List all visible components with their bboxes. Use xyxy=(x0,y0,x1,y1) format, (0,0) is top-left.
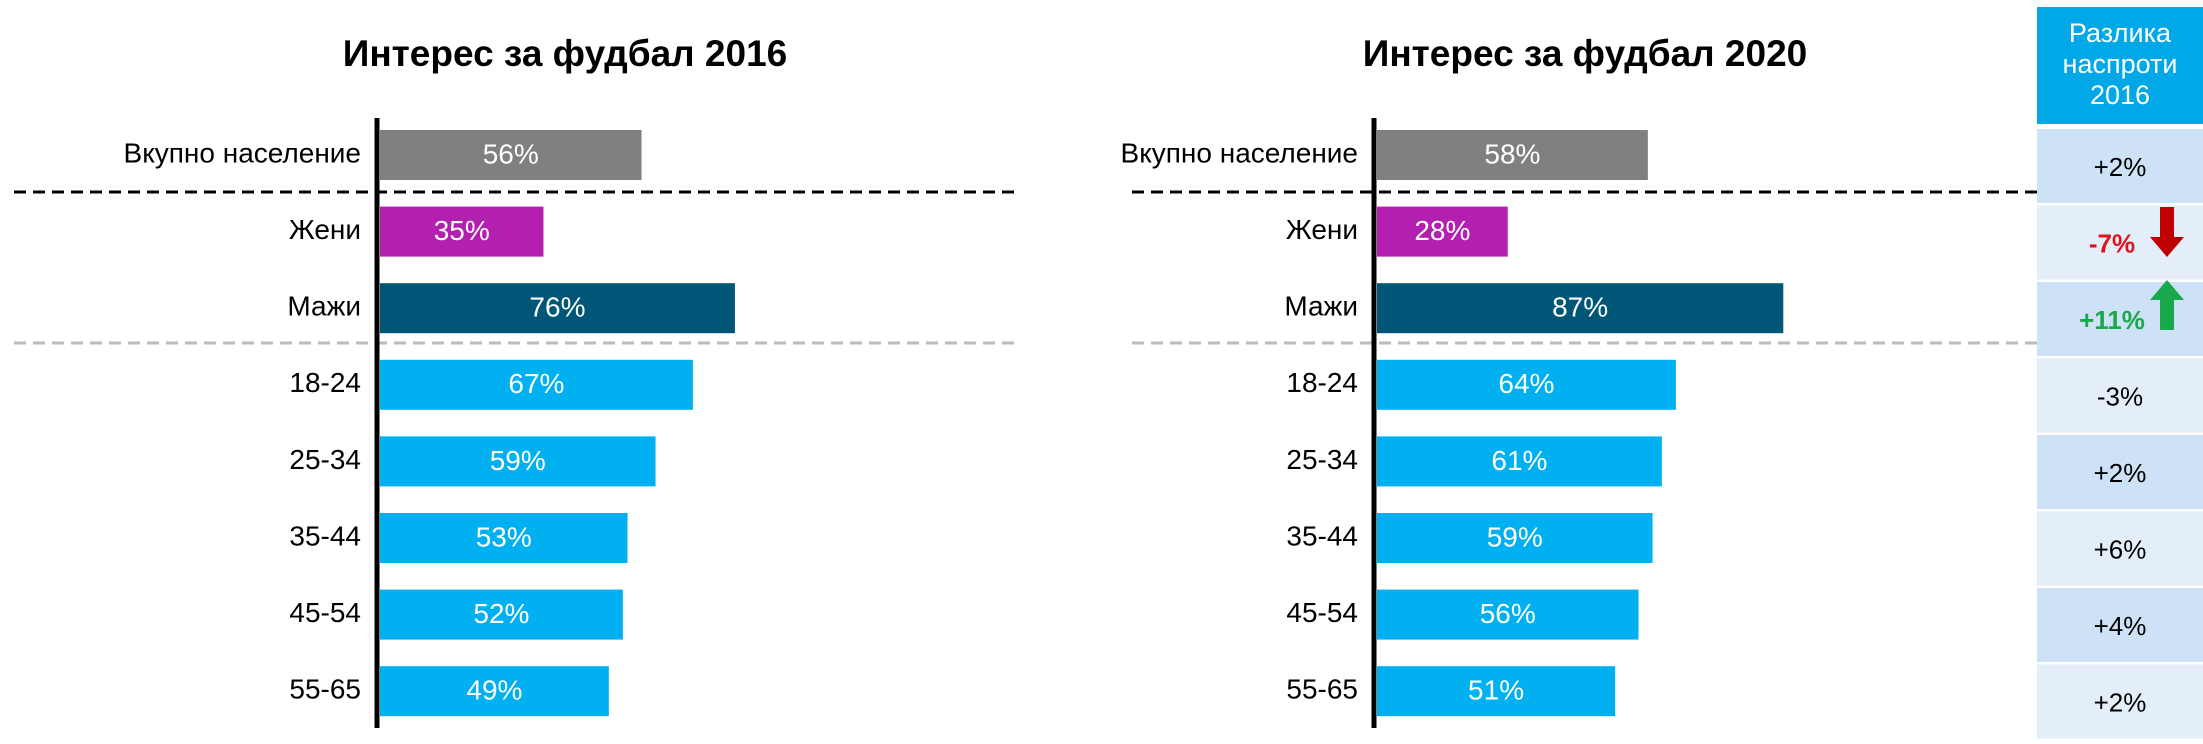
value-label: 61% xyxy=(1491,445,1547,476)
value-label: 58% xyxy=(1484,138,1540,169)
category-label: 25-34 xyxy=(1286,444,1358,475)
table-cell: +11% xyxy=(2079,305,2145,335)
category-label: 45-54 xyxy=(1286,597,1358,628)
category-label: Жени xyxy=(289,214,361,245)
table-row-bg xyxy=(2037,664,2203,739)
table-header: 2016 xyxy=(2090,80,2150,110)
table-row-bg xyxy=(2037,358,2203,433)
category-label: Мажи xyxy=(1284,291,1358,322)
category-label: 35-44 xyxy=(1286,520,1358,551)
category-label: Мажи xyxy=(287,291,361,322)
category-label: Жени xyxy=(1286,214,1358,245)
category-label: 18-24 xyxy=(289,367,361,398)
category-label: 35-44 xyxy=(289,520,361,551)
bar xyxy=(380,206,544,257)
bar xyxy=(380,589,623,640)
category-label: 25-34 xyxy=(289,444,361,475)
value-label: 52% xyxy=(473,598,529,629)
bar xyxy=(380,513,628,563)
bar xyxy=(380,666,609,717)
table-row-bg xyxy=(2037,511,2203,586)
value-label: 28% xyxy=(1414,215,1470,246)
bar xyxy=(1377,666,1616,717)
value-label: 64% xyxy=(1498,368,1554,399)
category-label: 55-65 xyxy=(1286,674,1358,705)
value-label: 56% xyxy=(1480,598,1536,629)
table-cell: -7% xyxy=(2089,228,2135,258)
bar xyxy=(380,359,693,410)
table-cell: +6% xyxy=(2094,534,2147,564)
value-label: 87% xyxy=(1552,292,1608,323)
table-cell: +2% xyxy=(2094,152,2147,182)
bar xyxy=(380,283,735,334)
table-cell: +2% xyxy=(2094,687,2147,717)
category-label: Вкупно население xyxy=(124,137,361,168)
value-label: 59% xyxy=(1487,521,1543,552)
value-label: 56% xyxy=(483,138,539,169)
bar xyxy=(1377,206,1508,257)
category-label: 45-54 xyxy=(289,597,361,628)
table-cell: +4% xyxy=(2094,611,2147,641)
bar xyxy=(1377,130,1648,180)
table-header: Разлика xyxy=(2069,18,2172,48)
bar xyxy=(380,436,656,487)
value-label: 59% xyxy=(490,445,546,476)
value-label: 49% xyxy=(466,675,522,706)
bar xyxy=(1377,283,1784,334)
category-label: Вкупно население xyxy=(1121,137,1358,168)
chart-title: Интерес за фудбал 2016 xyxy=(343,33,788,74)
value-label: 51% xyxy=(1468,675,1524,706)
table-row-bg xyxy=(2037,588,2203,662)
category-label: 55-65 xyxy=(289,674,361,705)
arrow-down xyxy=(2150,207,2184,257)
bar xyxy=(1377,359,1676,410)
bar xyxy=(1377,436,1662,487)
value-label: 67% xyxy=(508,368,564,399)
table-cell: +2% xyxy=(2094,458,2147,488)
table-row-bg xyxy=(2037,435,2203,509)
chart-title: Интерес за фудбал 2020 xyxy=(1363,33,1808,74)
table-header-bg xyxy=(2037,7,2203,124)
table-cell: -3% xyxy=(2097,381,2143,411)
bar xyxy=(380,130,642,180)
value-label: 76% xyxy=(529,292,585,323)
table-header: наспроти xyxy=(2063,49,2178,79)
value-label: 35% xyxy=(434,215,490,246)
bar xyxy=(1377,589,1639,640)
arrow-up xyxy=(2150,280,2184,330)
category-label: 18-24 xyxy=(1286,367,1358,398)
bar xyxy=(1377,513,1653,563)
value-label: 53% xyxy=(476,521,532,552)
table-row-bg xyxy=(2037,129,2203,203)
